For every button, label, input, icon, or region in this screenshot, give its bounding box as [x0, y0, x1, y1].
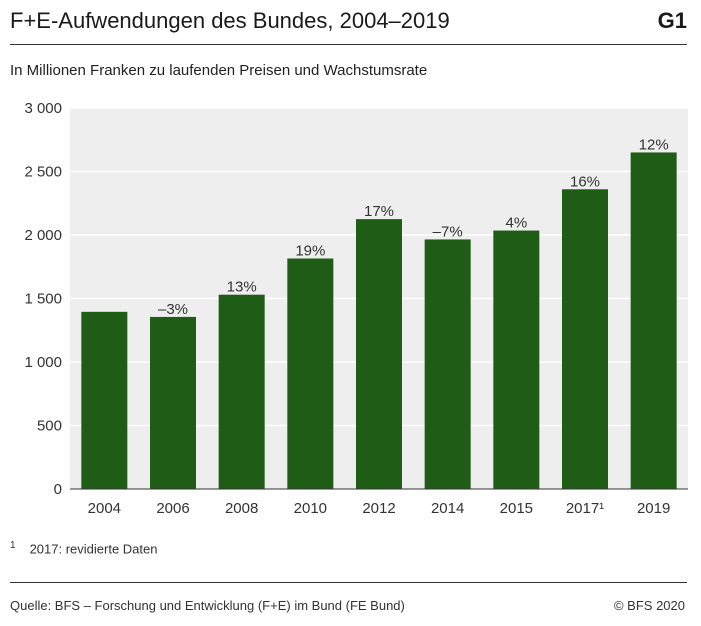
chart-number: G1	[657, 8, 687, 33]
y-tick-label: 2 000	[24, 227, 62, 244]
y-tick-label: 1 000	[24, 354, 62, 371]
bar	[356, 219, 402, 489]
data-label: 19%	[295, 242, 325, 259]
bar	[424, 239, 471, 489]
x-tick-label: 2019	[637, 500, 670, 517]
chart-title: F+E-Aufwendungen des Bundes, 2004–2019	[10, 8, 450, 33]
x-tick-label: 2017¹	[566, 500, 604, 517]
footnote-mark: 1	[10, 540, 16, 551]
bar	[562, 189, 608, 489]
header-divider	[10, 44, 687, 45]
data-label: 4%	[505, 215, 527, 232]
x-tick-label: 2008	[225, 500, 258, 517]
bar	[287, 258, 334, 489]
x-tick-label: 2004	[88, 500, 121, 517]
y-tick-label: 500	[37, 418, 62, 435]
y-tick-label: 2 500	[24, 164, 62, 181]
footnote: 1 2017: revidierte Daten	[10, 540, 157, 556]
bar	[218, 294, 265, 489]
data-label: 16%	[570, 173, 600, 190]
bar	[493, 230, 540, 489]
x-tick-label: 2006	[156, 500, 189, 517]
y-tick-label: 3 000	[24, 100, 62, 117]
x-tick-label: 2014	[431, 500, 464, 517]
x-tick-label: 2015	[500, 500, 533, 517]
data-label: 12%	[639, 136, 669, 153]
bar	[81, 311, 128, 489]
y-tick-label: 0	[54, 481, 62, 498]
chart-subtitle: In Millionen Franken zu laufenden Preise…	[10, 62, 428, 79]
footnote-text: 2017: revidierte Daten	[29, 541, 158, 557]
plot-area: 0 500 1 000 1 500 2 000 2 500 3 000 2004 2006 –3%…	[24, 100, 688, 517]
bar-chart: 0 500 1 000 1 500 2 000 2 500 3 000 2004 2006 –3%…	[24, 100, 688, 517]
bar	[150, 316, 196, 489]
x-tick-label: 2012	[362, 500, 395, 517]
data-label: –7%	[433, 223, 463, 240]
data-label: 13%	[227, 279, 257, 296]
y-tick-label: 1 500	[24, 291, 62, 308]
footer-divider	[10, 582, 687, 583]
copyright: © BFS 2020	[613, 598, 685, 613]
x-tick-label: 2010	[294, 500, 327, 517]
source-note: Quelle: BFS – Forschung und Entwicklung …	[10, 598, 405, 613]
data-label: –3%	[158, 301, 188, 318]
data-label: 17%	[364, 203, 394, 220]
bar	[630, 152, 677, 489]
